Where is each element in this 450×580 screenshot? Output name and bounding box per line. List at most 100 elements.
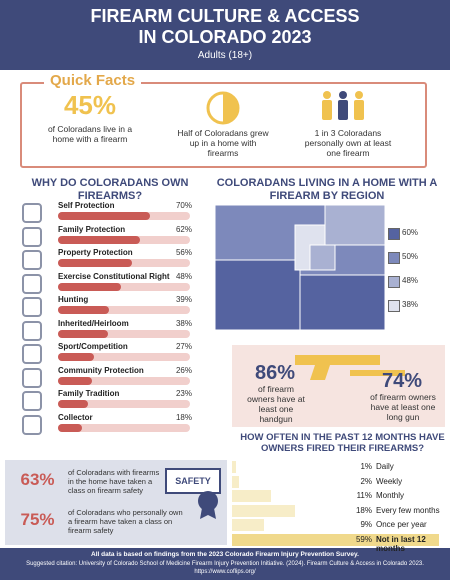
bar (232, 519, 264, 531)
quick-facts-title: Quick Facts (44, 72, 142, 89)
half-icon (206, 91, 240, 125)
title-line: FIREARM CULTURE & ACCESS (90, 6, 360, 26)
bar (58, 376, 93, 385)
bar-label: Family Tradition (58, 389, 120, 398)
bar-track (58, 423, 190, 432)
legend-label: 60% (402, 228, 419, 237)
category-label: Weekly (376, 476, 403, 486)
fact-text: 1 in 3 Coloradans personally own at leas… (304, 128, 392, 158)
gun-number: 74% (381, 370, 423, 392)
value-label: 23% (175, 389, 192, 398)
safety-number: 75% (20, 510, 55, 529)
icon (22, 414, 42, 435)
icon (22, 273, 42, 294)
people-icon (322, 91, 364, 120)
section-title: COLORADANS LIVING IN A HOME WITH A FIREA… (216, 177, 438, 202)
safety-text: of Coloradans with firearms in the home … (68, 468, 160, 495)
bar (58, 329, 109, 338)
bar-label: Collector (58, 412, 93, 422)
bar-label: Hunting (58, 295, 89, 304)
bar (58, 423, 82, 432)
value-label: 70% (175, 201, 192, 210)
bar (58, 282, 122, 291)
section-title: HOW OFTEN IN THE PAST 12 MONTHS HAVE OWN… (240, 432, 445, 454)
safety-badge: SAFETY (165, 468, 221, 494)
category-label: Not in last 12 months (376, 534, 426, 553)
safety-text: of Coloradans who personally own a firea… (68, 508, 183, 535)
category-label: Monthly (376, 491, 405, 500)
icon (22, 203, 42, 223)
icon (22, 391, 42, 411)
legend-swatch (388, 252, 400, 264)
value-label: 48% (175, 271, 192, 281)
bar (58, 306, 110, 314)
bar-label: Self Protection (58, 201, 115, 210)
bar-label: Exercise Constitutional Right (58, 271, 170, 281)
bar-track (58, 376, 190, 385)
value-label: 62% (175, 224, 192, 234)
bar-track (58, 306, 190, 314)
bar (58, 400, 89, 408)
bar-label: Sport/Competition (58, 342, 128, 351)
footer: All data is based on findings from the 2… (0, 548, 450, 580)
legend-label: 48% (402, 276, 419, 285)
map (215, 205, 386, 331)
value-label: 1% (360, 462, 372, 471)
icon (22, 226, 42, 247)
value-label: 9% (360, 520, 372, 529)
bar-track (58, 282, 190, 291)
bar-label: Property Protection (58, 248, 133, 257)
bar-label: Community Protection (58, 365, 144, 375)
bar-track (58, 353, 190, 361)
bar (232, 475, 239, 488)
icon (22, 320, 42, 341)
value-label: 38% (175, 318, 192, 328)
safety-number: 63% (20, 470, 55, 489)
bar-label: Inherited/Heirloom (58, 318, 129, 328)
value-label: 27% (175, 342, 192, 351)
legend-label: 38% (402, 300, 419, 309)
value-label: 26% (175, 365, 192, 375)
quick-facts-box (20, 82, 427, 168)
category-label: Daily (376, 462, 394, 471)
bar (58, 212, 151, 220)
footer-citation: Suggested citation: University of Colora… (26, 561, 424, 575)
value-label: 59% (355, 534, 372, 544)
icon (22, 297, 42, 317)
icon (22, 367, 42, 388)
header: FIREARM CULTURE & ACCESS IN COLORADO 202… (0, 0, 450, 70)
title-line: IN COLORADO 2023 (138, 27, 312, 47)
bar (232, 461, 236, 473)
value-label: 2% (360, 476, 372, 486)
footer-note: All data is based on findings from the 2… (91, 551, 359, 558)
legend-label: 50% (402, 252, 419, 261)
value-label: 56% (175, 248, 192, 257)
subtitle: Adults (18+) (197, 50, 253, 61)
value-label: 11% (356, 491, 372, 500)
value-label: 39% (175, 295, 192, 304)
gun-number: 86% (254, 362, 296, 384)
section-title: WHY DO COLORADANS OWN FIREARMS? (31, 177, 189, 202)
bar-track (58, 400, 190, 408)
category-label: Once per year (376, 520, 427, 529)
value-label: 18% (175, 412, 192, 422)
bar (232, 533, 439, 546)
fact-text: Half of Coloradans grew up in a home wit… (177, 128, 269, 158)
bar (58, 353, 94, 361)
icon (22, 344, 42, 364)
gun-text: of firearm owners have at least one long… (370, 392, 436, 422)
bar-label: Family Protection (58, 224, 126, 234)
legend-swatch (388, 276, 400, 288)
gun-icon (295, 355, 405, 380)
bar (58, 259, 132, 267)
badge-icon (198, 491, 218, 519)
category-label: Every few months (376, 505, 440, 515)
bar (58, 235, 140, 244)
fact-text: of Coloradans live in a home with a fire… (47, 124, 133, 144)
bar-track (58, 329, 190, 338)
bar (232, 490, 271, 502)
legend-swatch (388, 228, 400, 240)
icon (22, 250, 42, 270)
legend-swatch (388, 300, 400, 312)
